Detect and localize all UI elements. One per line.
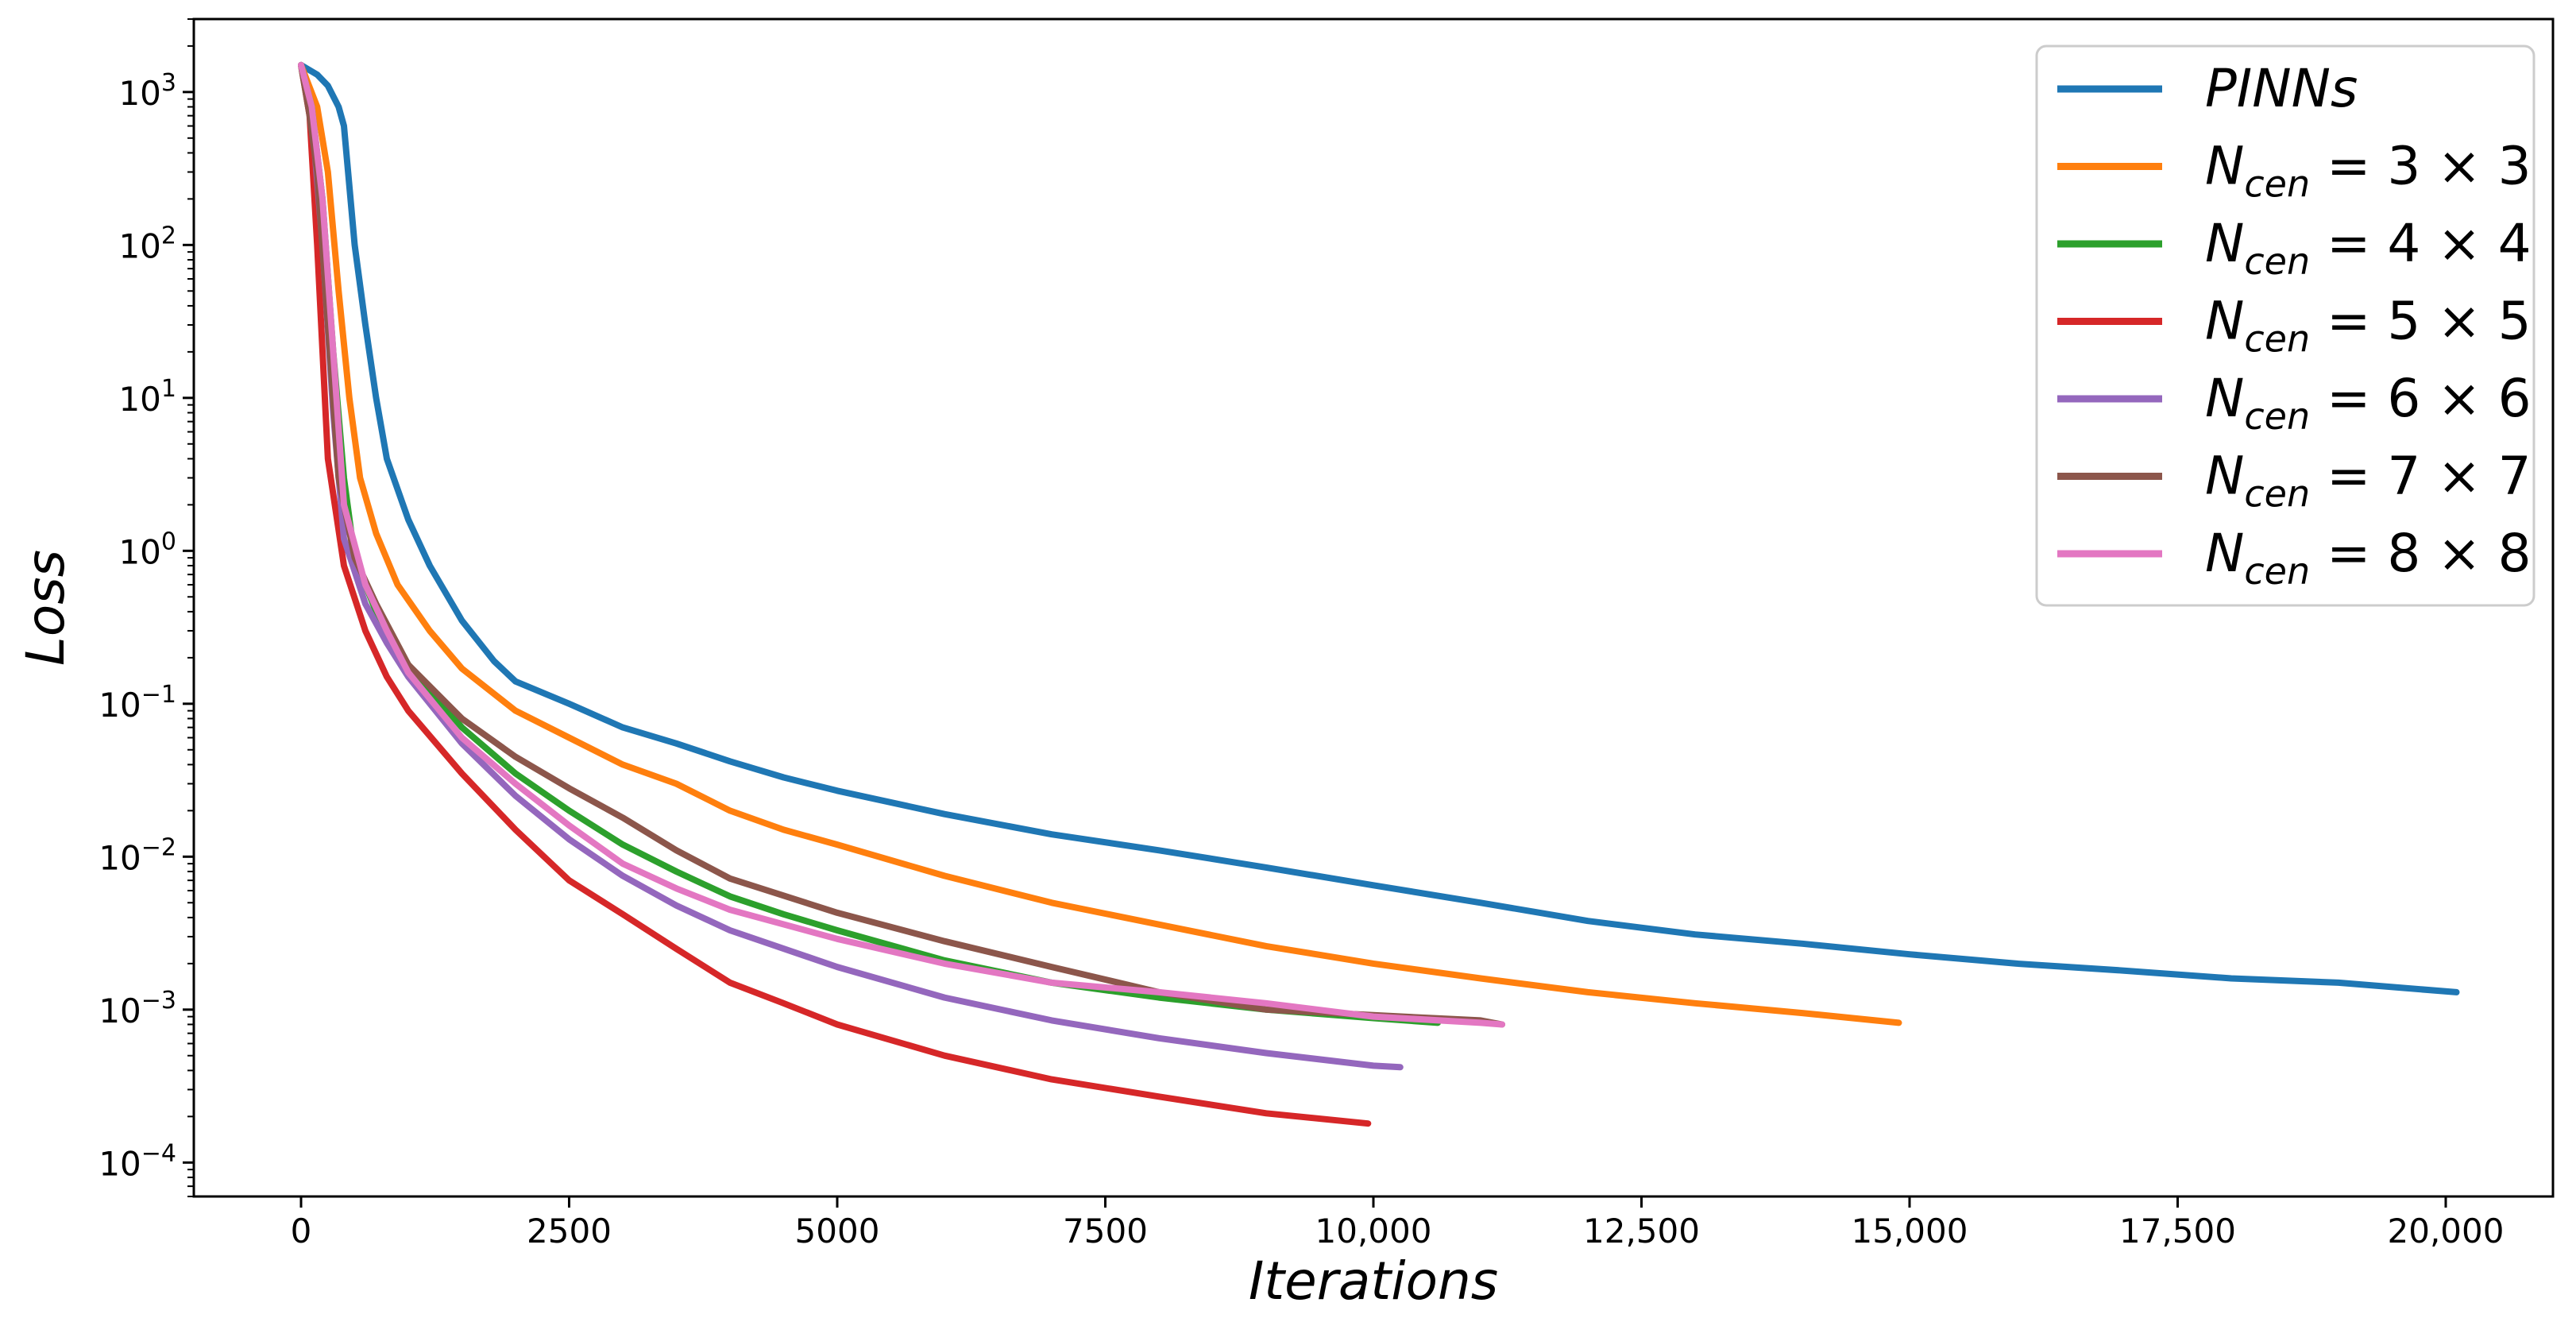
legend-label-6: Ncen = 8 × 8 [2205, 523, 2532, 593]
x-tick-label: 10,000 [1315, 1212, 1432, 1250]
series-line-6 [298, 61, 1505, 1028]
legend-label-3: Ncen = 5 × 5 [2205, 291, 2532, 361]
x-tick-label: 7500 [1063, 1212, 1148, 1250]
legend-label-4: Ncen = 6 × 6 [2205, 368, 2532, 438]
y-tick-label: 10−1 [98, 681, 176, 725]
series-lines [298, 61, 2460, 1127]
x-tick-label: 0 [291, 1212, 312, 1250]
x-tick-label: 5000 [795, 1212, 880, 1250]
legend-label-0: PINNs [2205, 58, 2358, 119]
x-tick-label: 12,500 [1583, 1212, 1700, 1250]
y-axis-ticks: 10−4 10−3 10−2 10−1 100 101 102 103 [98, 18, 194, 1197]
y-tick-label: 10−3 [98, 987, 176, 1030]
y-tick-label: 10−2 [98, 833, 176, 877]
x-tick-label: 2500 [527, 1212, 612, 1250]
series-line-3 [298, 61, 1372, 1127]
x-axis-label: Iterations [1249, 1250, 1498, 1312]
x-tick-label: 20,000 [2388, 1212, 2505, 1250]
legend-label-1: Ncen = 3 × 3 [2205, 136, 2532, 206]
x-axis-ticks: 0 2500 5000 7500 10,000 12,500 15,000 17,500 20,… [291, 1196, 2505, 1250]
x-tick-label: 15,000 [1852, 1212, 1968, 1250]
y-tick-label: 101 [118, 375, 176, 419]
x-tick-label: 17,500 [2119, 1212, 2236, 1250]
legend-box [2035, 44, 2535, 607]
y-tick-label: 100 [118, 528, 176, 571]
series-line-1 [298, 61, 1902, 1026]
y-tick-label: 102 [118, 222, 176, 265]
y-tick-label: 103 [118, 69, 176, 113]
legend-label-2: Ncen = 4 × 4 [2205, 213, 2532, 283]
y-tick-label: 10−4 [98, 1139, 176, 1183]
legend-label-5: Ncen = 7 × 7 [2205, 446, 2532, 516]
series-line-0 [298, 61, 2460, 995]
y-axis-label: Loss [15, 550, 76, 666]
plot-area-frame [192, 17, 2555, 1198]
